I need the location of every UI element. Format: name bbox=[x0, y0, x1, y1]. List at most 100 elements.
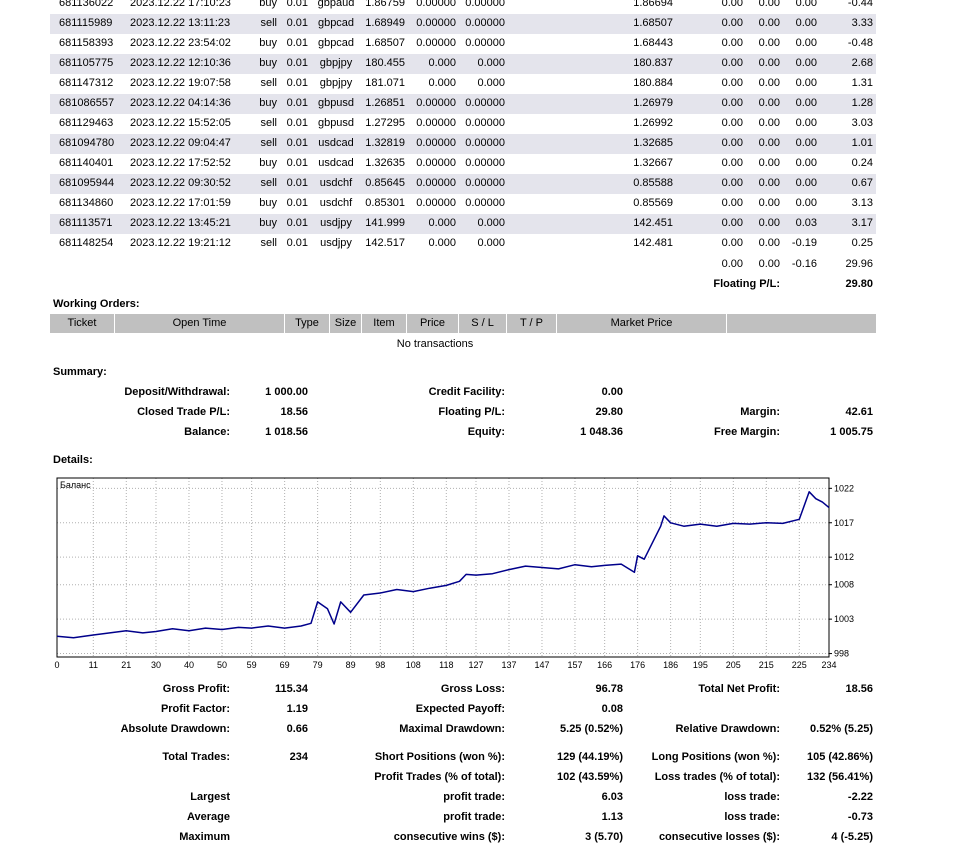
deposit-label: Deposit/Withdrawal: bbox=[124, 386, 230, 398]
average-loss-label: loss trade: bbox=[724, 811, 780, 823]
trade-market: 1.86694 bbox=[633, 0, 673, 9]
trade-sl: 0.00000 bbox=[416, 17, 456, 29]
trade-row: 681086557 2023.12.22 04:14:36 buy 0.01 gbpus… bbox=[50, 94, 876, 114]
trade-size: 0.01 bbox=[286, 117, 308, 129]
trade-time: 2023.12.22 13:45:21 bbox=[130, 217, 231, 229]
trade-market: 1.26992 bbox=[633, 117, 673, 129]
trade-sl: 0.00000 bbox=[416, 137, 456, 149]
gross-profit-value: 115.34 bbox=[274, 683, 308, 695]
chart-x-tick-label: 30 bbox=[151, 660, 161, 670]
balance-line bbox=[56, 491, 830, 639]
chart-x-tick-label: 215 bbox=[759, 660, 774, 670]
trade-type: buy bbox=[259, 0, 277, 9]
trade-tp: 0.00000 bbox=[465, 0, 505, 9]
chart-frame bbox=[56, 477, 830, 658]
chart-y-tick-label: 1012 bbox=[834, 552, 854, 562]
relative-drawdown-value: 0.52% (5.25) bbox=[810, 723, 873, 735]
trade-profit: 1.28 bbox=[851, 97, 873, 109]
trade-tp: 0.00000 bbox=[465, 97, 505, 109]
profit-factor-value: 1.19 bbox=[286, 703, 308, 715]
trade-size: 0.01 bbox=[286, 57, 308, 69]
trade-ticket: 681147312 bbox=[59, 77, 114, 89]
trade-type: sell bbox=[260, 237, 277, 249]
trade-type: buy bbox=[259, 37, 277, 49]
short-positions-value: 129 (44.19%) bbox=[556, 751, 623, 763]
trade-type: buy bbox=[259, 197, 277, 209]
maximal-drawdown-value: 5.25 (0.52%) bbox=[560, 723, 623, 735]
trade-tp: 0.000 bbox=[477, 57, 505, 69]
trade-profit: 3.13 bbox=[851, 197, 873, 209]
trade-taxes: 0.00 bbox=[758, 117, 780, 129]
free-margin-value: 1 005.75 bbox=[830, 426, 873, 438]
trade-swap: 0.00 bbox=[795, 37, 817, 49]
trade-time: 2023.12.22 12:10:36 bbox=[130, 57, 231, 69]
credit-value: 0.00 bbox=[601, 386, 623, 398]
trade-market: 1.32685 bbox=[633, 137, 673, 149]
trade-swap: 0.03 bbox=[795, 217, 817, 229]
trade-row: 681129463 2023.12.22 15:52:05 sell 0.01 gbpu… bbox=[50, 114, 876, 134]
trade-taxes: 0.00 bbox=[758, 177, 780, 189]
average-loss-value: -0.73 bbox=[847, 811, 873, 823]
largest-profit-value: 6.03 bbox=[601, 791, 623, 803]
chart-x-tick-label: 137 bbox=[501, 660, 516, 670]
trade-taxes: 0.00 bbox=[758, 137, 780, 149]
trade-time: 2023.12.22 17:10:23 bbox=[130, 0, 231, 9]
trade-profit: 0.25 bbox=[851, 237, 873, 249]
largest-loss-label: loss trade: bbox=[724, 791, 780, 803]
trade-market: 1.26979 bbox=[633, 97, 673, 109]
trade-market: 1.32667 bbox=[633, 157, 673, 169]
trade-taxes: 0.00 bbox=[758, 237, 780, 249]
expected-payoff-label: Expected Payoff: bbox=[415, 703, 505, 715]
trade-row: 681158393 2023.12.22 23:54:02 buy 0.01 gbpca… bbox=[50, 34, 876, 54]
chart-x-tick-label: 205 bbox=[726, 660, 741, 670]
trade-comm: 0.00 bbox=[721, 117, 743, 129]
trade-ticket: 681134860 bbox=[59, 197, 114, 209]
col-item: Item bbox=[362, 314, 407, 333]
trade-item: usdcad bbox=[318, 157, 354, 169]
closed-pl-label-text: Closed Trade P/L: bbox=[137, 406, 230, 418]
max-consecutive-wins-label: consecutive wins ($): bbox=[393, 831, 505, 843]
trade-price: 180.455 bbox=[365, 57, 405, 69]
floating-summary-value: 29.80 bbox=[595, 406, 623, 418]
trade-comm: 0.00 bbox=[721, 0, 743, 9]
trade-item: gbpcad bbox=[317, 17, 355, 29]
no-transactions-text: No transactions bbox=[396, 338, 474, 350]
short-positions-label: Short Positions (won %): bbox=[374, 751, 505, 763]
trade-row: 681140401 2023.12.22 17:52:52 buy 0.01 usdca… bbox=[50, 154, 876, 174]
credit-label: Credit Facility: bbox=[428, 386, 505, 398]
trade-row: 681105775 2023.12.22 12:10:36 buy 0.01 gbpjp… bbox=[50, 54, 876, 74]
trade-tp: 0.00000 bbox=[465, 157, 505, 169]
trade-row: 681134860 2023.12.22 17:01:59 buy 0.01 usdch… bbox=[50, 194, 876, 214]
trade-ticket: 681158393 bbox=[59, 37, 114, 49]
trade-market: 142.451 bbox=[633, 217, 673, 229]
trade-price: 0.85645 bbox=[365, 177, 405, 189]
trade-profit: 3.17 bbox=[851, 217, 873, 229]
trade-time: 2023.12.22 13:11:23 bbox=[130, 17, 231, 29]
chart-x-tick-label: 69 bbox=[280, 660, 290, 670]
trade-item: gbpaud bbox=[317, 0, 355, 9]
gross-profit-label: Gross Profit: bbox=[162, 683, 230, 695]
trade-item: usdchf bbox=[319, 177, 353, 189]
trade-tp: 0.00000 bbox=[465, 177, 505, 189]
trade-market: 1.68443 bbox=[633, 37, 673, 49]
trade-row: 681115989 2023.12.22 13:11:23 sell 0.01 gbpc… bbox=[50, 14, 876, 34]
trade-ticket: 681115989 bbox=[59, 17, 113, 29]
margin-label: Margin: bbox=[740, 406, 780, 418]
col-ticket: Ticket bbox=[50, 314, 115, 333]
chart-x-tick-label: 195 bbox=[693, 660, 708, 670]
trade-tp: 0.00000 bbox=[465, 17, 505, 29]
floating-pl-value: 29.80 bbox=[845, 278, 873, 290]
col-open-time: Open Time bbox=[115, 314, 285, 333]
trade-swap: 0.00 bbox=[795, 57, 817, 69]
trade-profit: 0.24 bbox=[851, 157, 873, 169]
trade-comm: 0.00 bbox=[721, 137, 743, 149]
trade-row: 681094780 2023.12.22 09:04:47 sell 0.01 usdc… bbox=[50, 134, 876, 154]
trade-time: 2023.12.22 19:07:58 bbox=[130, 77, 231, 89]
col-price: Price bbox=[407, 314, 459, 333]
trade-item: gbpjpy bbox=[319, 57, 353, 69]
trade-item: usdjpy bbox=[320, 237, 352, 249]
net-profit-value: 18.56 bbox=[845, 683, 873, 695]
trade-profit: 1.31 bbox=[851, 77, 873, 89]
trade-taxes: 0.00 bbox=[758, 97, 780, 109]
chart-x-tick-label: 0 bbox=[54, 660, 59, 670]
